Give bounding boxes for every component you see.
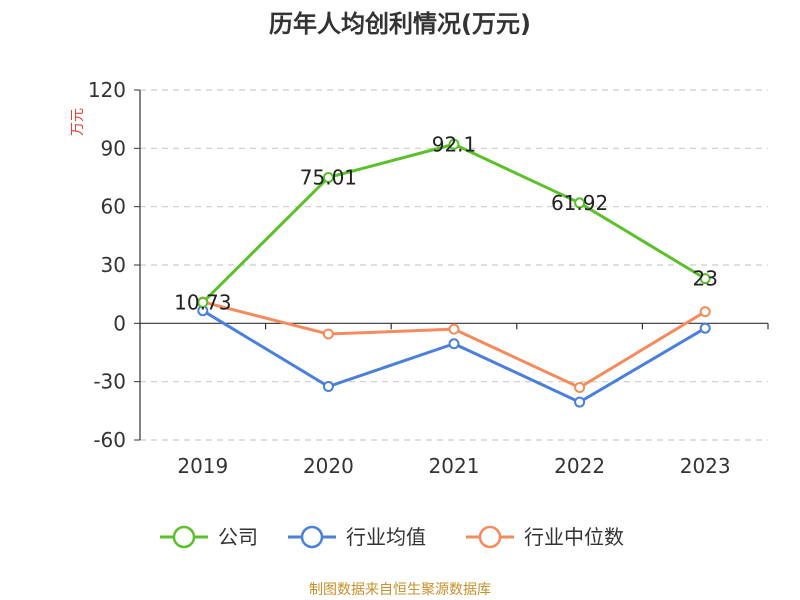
data-labels: 10.73 75.01 92.1 61.92 23 [174,132,718,314]
data-point [322,328,334,340]
data-point [574,382,586,393]
x-tick-label: 2021 [429,454,480,478]
legend-item[interactable]: 行业中位数 [466,525,624,549]
x-tick-label: 2022 [554,454,605,478]
legend-label: 行业中位数 [524,525,624,549]
legend-item[interactable]: 公司 [160,525,258,549]
x-tick-label: 2019 [177,454,228,478]
y-tick-label: 90 [101,136,126,160]
data-label: 92.1 [432,132,477,156]
data-point [197,296,209,308]
x-tick-labels: 2019 2020 2021 2022 2023 [177,454,730,478]
y-tick-label: 120 [88,78,126,102]
x-tick-label: 2023 [680,454,731,478]
data-point [699,273,711,285]
data-point [699,306,711,318]
y-tick-label: 60 [101,195,126,219]
legend-label: 行业均值 [346,525,426,549]
series-line [201,142,706,304]
x-tick-label: 2020 [303,454,354,478]
legend-marker [172,525,196,549]
data-source-note: 制图数据来自恒生聚源数据库 [309,582,491,598]
data-label: 23 [692,267,717,291]
data-point [322,171,334,183]
data-point [699,322,711,334]
data-point [448,323,460,335]
legend-label: 公司 [218,525,258,549]
chart-title: 历年人均创利情况(万元) [269,10,531,38]
axes [134,89,769,441]
legend-marker [300,525,324,549]
data-label: 61.92 [551,191,608,215]
legend-marker [478,525,502,549]
y-axis-unit-label: 万元 [70,108,86,136]
data-label: 75.01 [300,165,357,189]
legend-item[interactable]: 行业均值 [288,525,426,549]
data-label: 10.73 [174,290,231,314]
y-tick-label: 30 [101,253,126,277]
y-tick-label: -60 [93,428,126,452]
data-point [322,381,334,393]
y-tick-label: -30 [93,370,126,394]
y-tick-labels: 120 90 60 30 0 -30 -60 [88,78,126,452]
data-point [574,197,586,209]
data-point [574,396,586,408]
data-point [448,338,460,350]
series-layer [197,138,711,408]
data-point [448,138,460,150]
y-tick-label: 0 [113,311,126,335]
legend: 公司 行业均值 行业中位数 [160,525,624,549]
